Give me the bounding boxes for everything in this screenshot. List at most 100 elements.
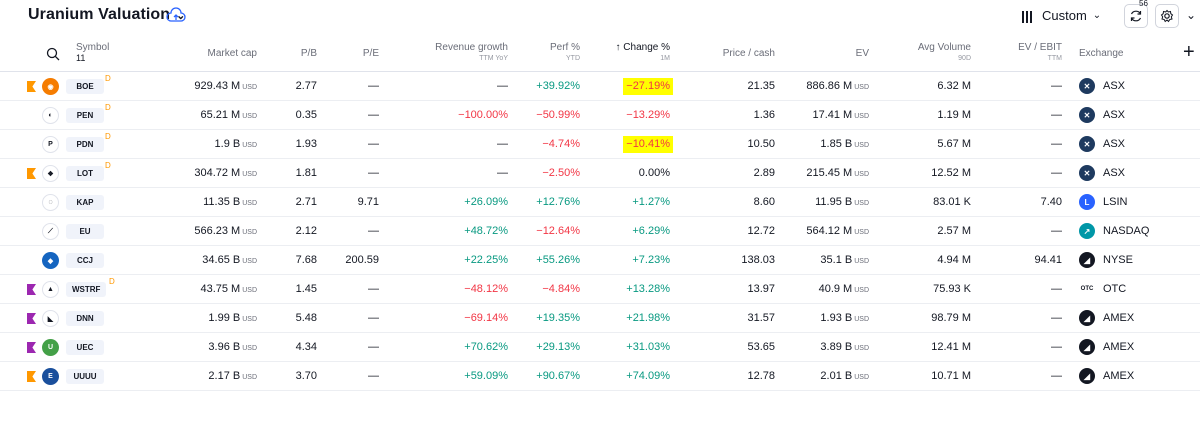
ticker-badge[interactable]: UEC [66,340,104,355]
avg-volume-cell: 4.94 M [937,254,971,266]
flag-icon[interactable] [27,81,36,92]
avg-volume-cell: 6.32 M [937,80,971,92]
col-pe[interactable]: P/E [362,48,379,59]
pe-cell: — [368,283,379,295]
ev-cell: 35.1 B USD [820,254,869,268]
flag-icon[interactable] [27,342,36,353]
flag-icon[interactable] [27,168,36,179]
currency-unit: USD [854,345,869,352]
watchlist-title-text: Uranium Valuation [28,6,171,23]
col-exchange[interactable]: Exchange [1079,48,1124,59]
table-row[interactable]: ◉ BOE D 929.43 M USD 2.77— — +39.92% −27.19% 21.3… [0,72,1200,101]
ccj-logo: ◆ [42,252,59,269]
table-row[interactable]: ▲ WSTRF D 43.75 M USD 1.45— −48.12% −4.84% +13.2… [0,275,1200,304]
col-perf[interactable]: Perf % YTD [550,42,580,64]
ticker-badge[interactable]: PDN [66,137,104,152]
watchlist-title[interactable]: Uranium Valuation ⌄ [28,6,186,24]
pb-cell: 2.71 [295,196,317,208]
flag-icon[interactable] [27,371,36,382]
view-selector[interactable]: Custom ⌄ [1022,8,1101,23]
ev-cell: 17.41 M USD [812,109,869,123]
refresh-button[interactable] [1124,4,1148,28]
nyse-icon: ◢ [1079,252,1095,268]
pb-cell: 2.77 [295,80,317,92]
ev-value: 564.12 M [806,225,853,237]
price-cash-cell: 53.65 [747,341,775,353]
ev-ebit-cell: — [1051,341,1062,353]
ticker-badge[interactable]: BOE [66,79,104,94]
perf-cell: +39.92% [536,80,580,92]
currency-unit: USD [242,113,257,120]
perf-cell: +55.26% [536,254,580,266]
asx-icon: ✕ [1079,78,1095,94]
ev-cell: 1.93 B USD [820,312,869,326]
currency-unit: USD [242,287,257,294]
pb-cell: 7.68 [295,254,317,266]
col-change[interactable]: ↑ Change % 1M [616,42,670,64]
pe-cell: 200.59 [345,254,379,266]
ticker-badge[interactable]: DNN [66,311,104,326]
columns-icon [1022,9,1036,23]
table-row[interactable]: U UEC 3.96 B USD 4.34— +70.62% +29.13% +31.03% 5… [0,333,1200,362]
col-pb[interactable]: P/B [300,48,317,59]
delayed-label: D [105,103,111,112]
avg-volume-cell: 12.52 M [931,167,971,179]
table-row[interactable]: ◆ CCJ 34.65 B USD 7.68 200.59 +22.25% +55.26% +7… [0,246,1200,275]
ticker-badge[interactable]: LOT [66,166,104,181]
cloud-upload-icon[interactable] [166,7,186,25]
avg-volume-cell: 98.79 M [931,312,971,324]
settings-button[interactable] [1155,4,1179,28]
col-market-cap[interactable]: Market cap [207,48,257,59]
col-revenue-growth[interactable]: Revenue growth TTM YoY [435,42,508,64]
col-avg-volume[interactable]: Avg Volume 90D [918,42,971,64]
ev-value: 1.85 B [820,138,853,150]
market-cap-cell: 1.9 B USD [215,138,257,152]
asx-icon: ✕ [1079,107,1095,123]
currency-unit: USD [242,229,257,236]
col-price-cash[interactable]: Price / cash [722,48,775,59]
ticker-badge[interactable]: KAP [66,195,104,210]
table-row[interactable]: E UUUU 2.17 B USD 3.70— +59.09% +90.67% +74.09%… [0,362,1200,391]
add-column-button[interactable]: + [1183,41,1195,63]
table-row[interactable]: ◐ PEN D 65.21 M USD 0.35— −100.00% −50.99% −13.2… [0,101,1200,130]
ticker-badge[interactable]: WSTRF [66,282,107,297]
pe-cell: — [368,138,379,150]
col-ev[interactable]: EV [855,48,869,59]
nasdaq-icon: ↗ [1079,223,1095,239]
flag-icon[interactable] [27,284,36,295]
exchange-name: OTC [1103,283,1127,295]
pb-cell: 4.34 [295,341,317,353]
delayed-label: D [105,161,111,170]
table-row[interactable]: ◣ DNN 1.99 B USD 5.48— −69.14% +19.35% +21.98% 3… [0,304,1200,333]
ev-value: 40.9 M [818,283,853,295]
change-cell: −10.41% [623,136,673,153]
currency-unit: USD [242,142,257,149]
price-cash-cell: 138.03 [741,254,775,266]
table-row[interactable]: ❖ LOT D 304.72 M USD 1.81— — −2.50% 0.00% 2.89 215… [0,159,1200,188]
ticker-badge[interactable]: EU [66,224,104,239]
ev-cell: 564.12 M USD [806,225,869,239]
col-revenue-growth-sub: TTM YoY [479,55,508,62]
ticker-badge[interactable]: CCJ [66,253,104,268]
col-change-label: ↑ Change % [615,42,670,53]
perf-cell: −50.99% [536,109,580,121]
search-icon[interactable] [46,47,60,61]
market-cap-value: 3.96 B [208,341,241,353]
table-row[interactable]: ⟋ EU 566.23 M USD 2.12— +48.72% −12.64% +6.29% 1… [0,217,1200,246]
revenue-growth-cell: — [497,80,508,92]
col-symbol[interactable]: Symbol 11 [76,42,109,64]
price-cash-cell: 2.89 [753,167,775,179]
table-row[interactable]: P PDN D 1.9 B USD 1.93— — −4.74% −10.41% 10.50 1.8… [0,130,1200,159]
flag-icon[interactable] [27,313,36,324]
ticker-badge[interactable]: PEN [66,108,104,123]
pe-cell: — [368,167,379,179]
change-cell: 0.00% [638,167,670,179]
orange-atom-logo: ◉ [42,78,59,95]
pb-cell: 2.12 [295,225,317,237]
ticker-badge[interactable]: UUUU [66,369,104,384]
change-cell: +31.03% [626,341,670,353]
table-row[interactable]: ◌ KAP 11.35 B USD 2.71 9.71 +26.09% +12.76% +1.2… [0,188,1200,217]
ev-cell: 3.89 B USD [820,341,869,355]
chevron-down-icon[interactable]: ⌄ [1186,8,1197,22]
col-ev-ebit[interactable]: EV / EBIT TTM [1018,42,1062,64]
